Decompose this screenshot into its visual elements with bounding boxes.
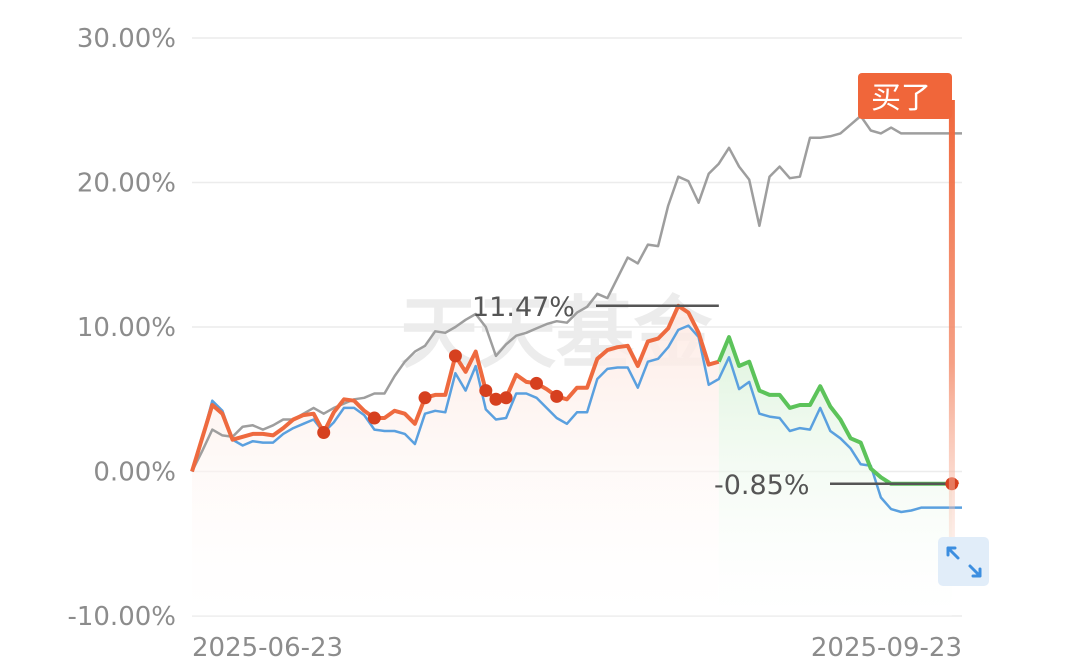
buy-marker-label: 买了	[871, 81, 931, 116]
y-tick-label: 20.00%	[77, 169, 176, 199]
buy-marker-badge[interactable]	[858, 73, 952, 119]
x-tick-label: 2025-06-23	[192, 633, 343, 663]
trade-point[interactable]	[418, 391, 432, 405]
x-tick-label: 2025-09-23	[811, 633, 962, 663]
trade-point[interactable]	[489, 392, 503, 406]
trade-point[interactable]	[479, 384, 493, 398]
trade-point[interactable]	[550, 389, 564, 403]
buy-marker-line	[948, 100, 955, 580]
y-axis-ticks: 30.00% 20.00% 10.00% 0.00% -10.00%	[67, 24, 176, 632]
trade-point[interactable]	[529, 376, 543, 390]
trade-point[interactable]	[499, 391, 513, 405]
trade-points	[317, 349, 959, 491]
trade-point[interactable]	[367, 411, 381, 425]
trade-point[interactable]	[317, 425, 331, 439]
expand-button[interactable]	[938, 537, 989, 586]
y-tick-label: 0.00%	[93, 458, 176, 488]
trade-point[interactable]	[448, 349, 462, 363]
y-tick-label: 30.00%	[77, 24, 176, 54]
series-line-index	[190, 114, 962, 473]
area-fills	[192, 305, 952, 616]
annotation-label: -0.85%	[714, 470, 810, 501]
buy-marker[interactable]: 买了	[858, 73, 955, 580]
expand-arrows-icon	[946, 546, 982, 578]
x-axis-ticks: 2025-06-23 2025-09-23	[192, 633, 962, 663]
y-tick-label: 10.00%	[77, 313, 176, 343]
fund-area-fill	[192, 305, 719, 616]
annotation-label: 11.47%	[472, 292, 575, 323]
drawdown-area-fill	[718, 337, 952, 616]
y-tick-label: -10.00%	[67, 602, 176, 632]
value-annotations: 11.47% -0.85%	[472, 292, 952, 501]
